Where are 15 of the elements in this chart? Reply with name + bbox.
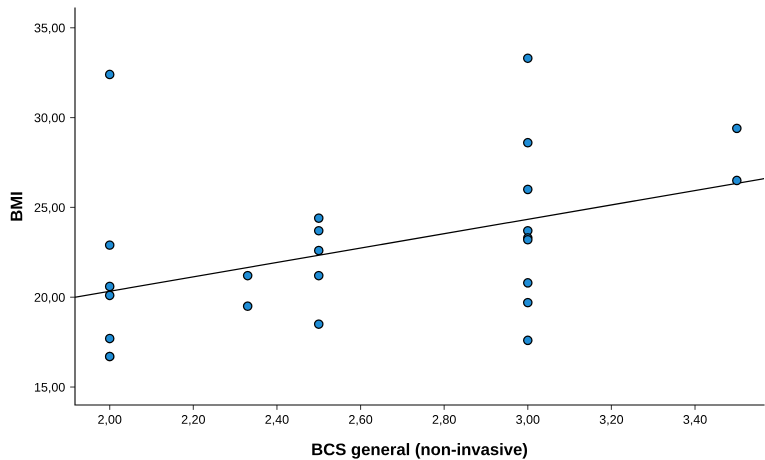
y-tick-label: 35,00 — [34, 24, 65, 34]
y-tick-label: 25,00 — [34, 203, 65, 214]
x-tick-label: 3,40 — [683, 415, 707, 426]
x-tick-label: 3,20 — [600, 415, 624, 426]
y-tick-label: 30,00 — [34, 113, 65, 124]
x-tick-label: 2,80 — [432, 415, 456, 426]
x-tick-label: 2,20 — [182, 415, 205, 426]
y-axis-title: BMI — [10, 192, 22, 221]
y-tick-label: 20,00 — [34, 293, 65, 304]
x-axis-title: BCS general (non-invasive) — [312, 443, 528, 459]
y-tick-label: 15,00 — [34, 382, 65, 394]
x-tick-label: 3,00 — [516, 415, 540, 426]
x-tick-label: 2,40 — [265, 415, 289, 426]
x-tick-label: 2,00 — [98, 415, 122, 426]
x-tick-label: 2,60 — [349, 415, 372, 426]
